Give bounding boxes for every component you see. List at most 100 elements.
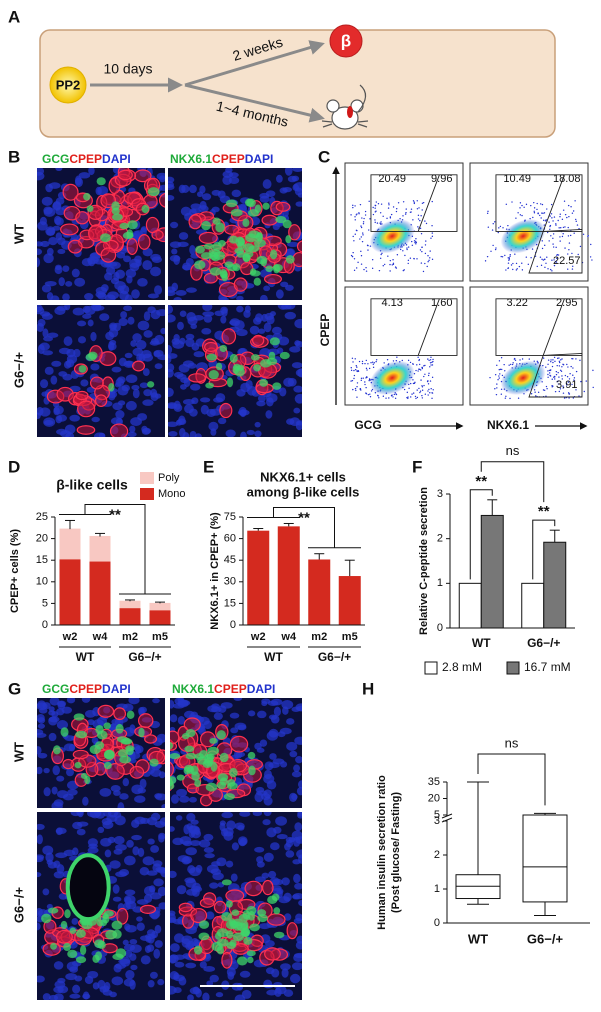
event-dot	[406, 396, 408, 399]
nucleus	[265, 967, 275, 975]
nucleus	[186, 940, 195, 950]
event-dot	[356, 386, 358, 388]
nucleus	[281, 877, 290, 886]
nucleus	[64, 305, 71, 311]
nucleus	[221, 812, 233, 819]
event-dot	[396, 254, 399, 256]
event-dot	[410, 396, 412, 398]
event-dot	[511, 363, 514, 366]
nucleus	[50, 375, 58, 385]
nucleus	[246, 429, 255, 435]
event-dot	[573, 377, 576, 379]
nucleus	[40, 240, 50, 248]
x-tick-label: w2	[250, 631, 266, 643]
nucleus	[150, 266, 162, 277]
stain-cell	[250, 354, 260, 361]
nucleus	[185, 962, 197, 969]
stain-cell	[233, 918, 243, 925]
nucleus	[132, 846, 140, 856]
nucleus	[142, 399, 154, 406]
nucleus	[37, 746, 42, 755]
nucleus	[69, 993, 81, 999]
event-dot	[427, 383, 430, 385]
nucleus	[229, 318, 241, 327]
gate-value: 22.57	[553, 255, 581, 267]
nucleus	[206, 408, 216, 417]
event-dot	[539, 214, 541, 217]
bar-segment	[59, 558, 81, 626]
event-dot	[402, 250, 404, 252]
chart-title: NKX6.1+ cells	[260, 469, 346, 484]
event-dot	[548, 240, 550, 242]
nucleus	[175, 290, 187, 296]
event-dot	[352, 235, 354, 238]
event-dot	[386, 359, 389, 361]
nucleus	[72, 307, 85, 316]
stain-cell	[217, 781, 227, 790]
nucleus	[236, 305, 244, 313]
event-dot	[492, 244, 494, 247]
event-dot	[500, 255, 502, 258]
event-dot	[353, 240, 355, 242]
nucleus	[176, 788, 188, 797]
cpep-cell	[144, 734, 158, 744]
nucleus	[168, 431, 178, 437]
stain-cell	[80, 772, 88, 780]
nucleus	[290, 973, 301, 984]
nucleus	[158, 184, 165, 191]
group-label: G6−/+	[128, 650, 161, 664]
event-dot	[555, 224, 557, 226]
nucleus	[87, 812, 99, 818]
nucleus	[219, 822, 226, 832]
event-dot	[390, 213, 393, 216]
event-dot	[550, 213, 553, 215]
event-dot	[423, 365, 425, 367]
event-dot	[510, 363, 512, 366]
event-dot	[539, 256, 542, 258]
stain-cell	[226, 377, 234, 388]
nucleus	[37, 975, 45, 983]
cpep-cell	[221, 951, 233, 969]
stain-cell	[194, 753, 205, 761]
event-dot	[428, 388, 430, 391]
event-dot	[428, 372, 430, 375]
event-dot	[530, 393, 533, 395]
nucleus	[129, 953, 137, 961]
stain-cell	[201, 220, 211, 231]
nucleus	[283, 377, 295, 387]
nucleus	[119, 793, 129, 800]
event-dot	[377, 394, 379, 397]
event-dot	[360, 250, 362, 253]
event-dot	[487, 210, 489, 213]
event-dot	[489, 376, 491, 379]
event-dot	[424, 252, 427, 255]
cpep-cell	[170, 761, 174, 777]
nucleus	[82, 313, 92, 319]
event-dot	[425, 222, 428, 225]
event-dot	[424, 244, 427, 246]
panel-label: C	[318, 147, 330, 166]
nucleus	[294, 340, 301, 347]
event-dot	[575, 370, 578, 373]
nucleus	[124, 855, 136, 866]
event-dot	[365, 266, 367, 269]
nucleus	[112, 884, 120, 894]
stain-cell	[205, 382, 214, 389]
nucleus	[122, 703, 134, 712]
nucleus	[289, 792, 298, 803]
panel-label: E	[203, 457, 214, 476]
event-dot	[410, 208, 413, 210]
stain-cell	[210, 761, 218, 772]
nucleus	[168, 305, 174, 314]
stain-cell	[127, 220, 138, 230]
nucleus	[48, 994, 59, 1000]
nucleus	[184, 404, 194, 414]
event-dot	[570, 206, 572, 208]
nucleus	[259, 739, 268, 747]
event-dot	[557, 371, 559, 374]
significance-label: **	[475, 473, 487, 490]
event-dot	[412, 363, 414, 365]
event-dot	[535, 395, 537, 397]
event-dot	[513, 358, 516, 360]
cpep-cell	[88, 224, 104, 242]
